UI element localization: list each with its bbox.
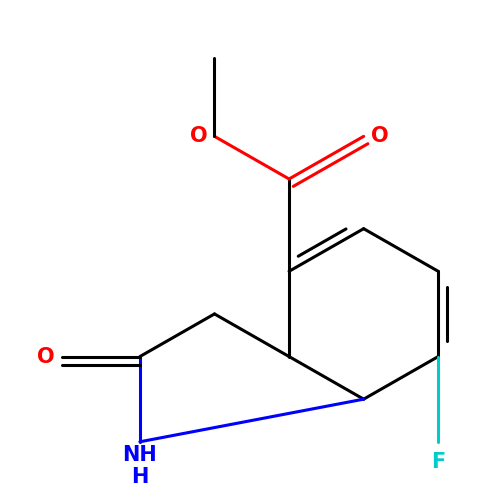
Text: H: H [131, 466, 148, 486]
Text: O: O [371, 126, 388, 146]
Text: O: O [37, 346, 54, 366]
Text: O: O [190, 126, 208, 146]
Text: F: F [431, 452, 446, 472]
Text: NH: NH [122, 446, 158, 466]
